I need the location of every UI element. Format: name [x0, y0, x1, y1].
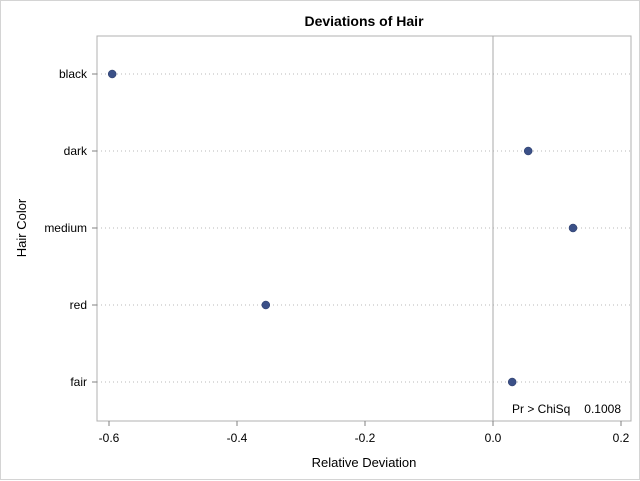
x-axis-ticks: -0.6 -0.4 -0.2 0.0 0.2: [99, 421, 630, 445]
pvalue-label: Pr > ChiSq: [512, 402, 570, 416]
gridlines: [97, 73, 631, 383]
data-point-fair: [507, 377, 517, 387]
data-point-dark: [523, 146, 533, 156]
x-tick-label: -0.2: [355, 431, 376, 445]
x-tick-label: 0.2: [613, 431, 630, 445]
chart-title: Deviations of Hair: [304, 13, 424, 29]
x-tick-label: 0.0: [485, 431, 502, 445]
data-points: [107, 69, 578, 387]
data-point-red: [261, 300, 271, 310]
y-tick-label-black: black: [59, 67, 88, 81]
data-point-black: [107, 69, 117, 79]
chisq-inset: Pr > ChiSq 0.1008: [512, 402, 621, 416]
y-tick-label-red: red: [70, 298, 87, 312]
y-axis-ticks: black dark medium red fair: [44, 67, 97, 389]
y-axis-label: Hair Color: [14, 198, 29, 257]
x-tick-label: -0.6: [99, 431, 120, 445]
y-tick-label-medium: medium: [44, 221, 87, 235]
y-tick-label-fair: fair: [70, 375, 87, 389]
x-tick-label: -0.4: [227, 431, 248, 445]
pvalue-value: 0.1008: [584, 402, 621, 416]
y-tick-label-dark: dark: [64, 144, 88, 158]
x-axis-label: Relative Deviation: [312, 455, 417, 470]
data-point-medium: [568, 223, 578, 233]
